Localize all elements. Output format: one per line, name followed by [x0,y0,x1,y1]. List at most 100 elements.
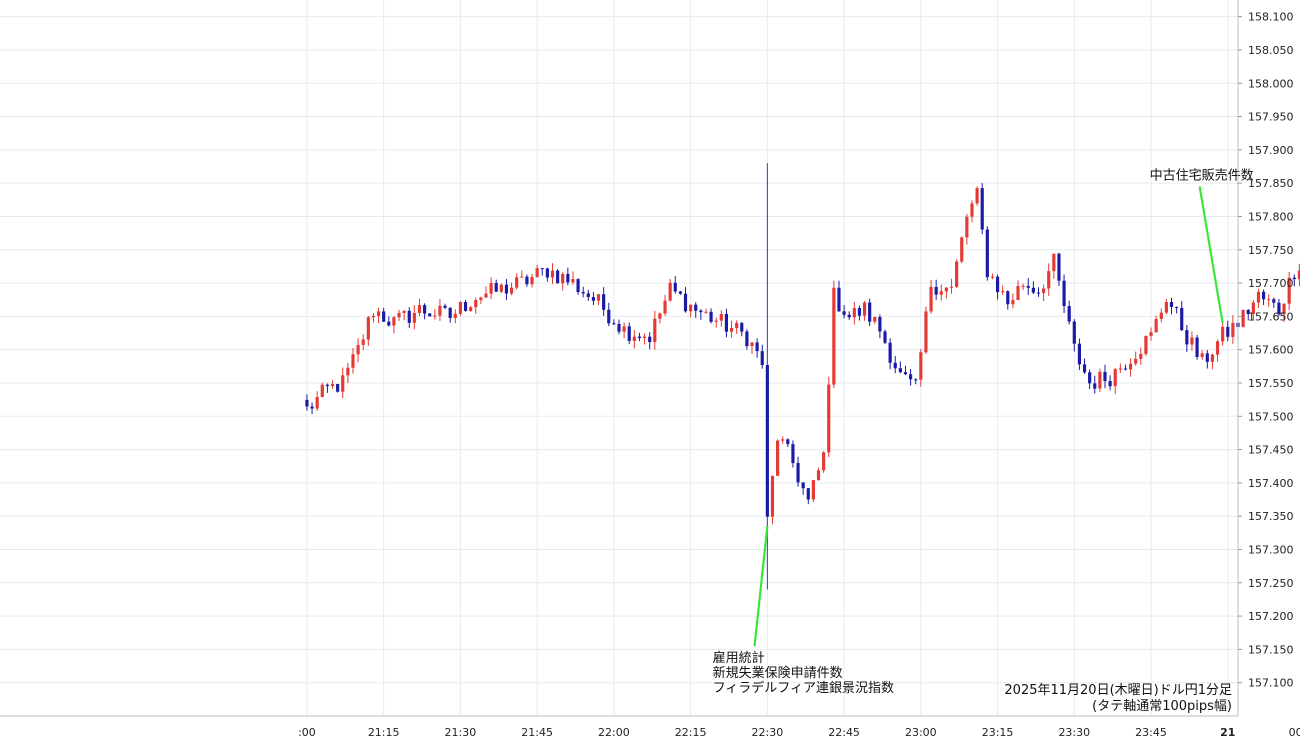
annotation-label: 新規失業保険申請件数 [713,665,843,681]
x-tick-label: 21:30 [445,726,477,739]
candle-body [545,268,549,278]
candle-body [1001,291,1005,293]
candle-body [653,318,657,342]
candle-body [1067,306,1071,322]
y-tick-label: 158.100 [1248,11,1294,24]
candle-body [980,188,984,230]
candle-body [1077,343,1081,365]
candle-body [484,293,488,298]
candle-body [862,302,867,316]
y-tick-label: 158.050 [1248,44,1294,57]
candle-body [387,321,391,326]
candle-body [458,301,462,314]
candle-body [566,273,570,283]
candle-body [786,439,790,445]
y-tick-label: 157.950 [1248,111,1294,124]
candle-body [1021,285,1025,287]
y-tick-label: 157.350 [1248,510,1294,523]
candle-body [857,308,862,316]
candle-body [960,237,964,262]
candle-body [770,475,775,517]
y-tick-label: 158.000 [1248,77,1294,90]
candle-body [801,482,805,489]
candle-body [832,287,836,385]
candle-body [975,188,979,204]
candle-body [1282,303,1286,315]
candle-body [1241,309,1245,327]
candle-body [944,287,948,292]
candle-body [499,284,503,292]
y-tick-label: 157.700 [1248,277,1294,290]
y-tick-label: 157.750 [1248,244,1294,257]
candle-body [581,291,585,294]
candle-body [1210,354,1215,362]
candle-body [903,372,908,375]
candle-body [842,311,846,315]
candle-body [1226,326,1230,337]
candle-body [586,293,590,298]
candle-body [637,336,642,339]
candle-body [351,354,355,368]
candle-body [443,305,447,308]
candle-body [1205,353,1209,362]
x-tick-label: 23:45 [1135,726,1167,739]
candle-body [735,322,739,328]
candle-body [750,342,754,347]
candle-body [1195,337,1199,357]
y-tick-label: 157.200 [1248,610,1294,623]
candle-body [627,326,631,341]
candle-body [949,286,954,288]
candle-body [1277,302,1281,315]
x-tick-label: 23:15 [982,726,1014,739]
candle-body [453,313,457,318]
y-tick-label: 157.850 [1248,177,1294,190]
candle-body [1036,292,1041,294]
candle-body [1149,332,1153,336]
candle-body [1231,322,1235,337]
candle-body [556,270,560,284]
candle-body [1134,358,1138,364]
plot-background [0,0,1238,716]
candle-body [494,282,498,292]
y-tick-label: 157.400 [1248,477,1294,490]
candle-body [433,315,437,317]
candle-body [1123,368,1128,370]
candle-body [1246,309,1250,314]
candle-body [366,317,370,340]
candle-body [822,452,826,471]
candle-body [985,229,989,278]
candle-body [1190,337,1194,345]
annotation-label: フィラデルフィア連銀景況指数 [713,680,894,696]
candle-body [1072,321,1076,344]
candle-body [1164,302,1168,313]
candle-body [1057,253,1061,281]
chart-footnote-line1: 2025年11月20日(木曜日)ドル円1分足 [1004,683,1232,698]
candle-body [479,297,483,301]
y-tick-label: 157.300 [1248,543,1294,556]
candle-body [883,331,887,343]
annotation-pointer-line [753,526,769,647]
candle-body [346,367,350,376]
candle-body [893,362,897,369]
candle-body [755,342,759,352]
candle-body [469,307,473,311]
candle-body [1128,363,1133,370]
candle-body [934,286,938,295]
candle-body [1108,381,1112,387]
candle-body [852,308,856,318]
candle-body [1200,353,1204,357]
candle-body [1093,383,1097,389]
candle-body [699,310,703,313]
candle-body [663,300,667,314]
candle-body [689,304,693,312]
candle-body [1261,291,1266,300]
y-tick-label: 157.800 [1248,210,1294,223]
candle-body [1052,253,1056,272]
candle-body [305,399,309,407]
candle-body [760,351,764,366]
x-tick-label: 22:45 [828,726,860,739]
x-tick-label: 23:30 [1058,726,1090,739]
x-tick-label: 21:15 [368,726,400,739]
